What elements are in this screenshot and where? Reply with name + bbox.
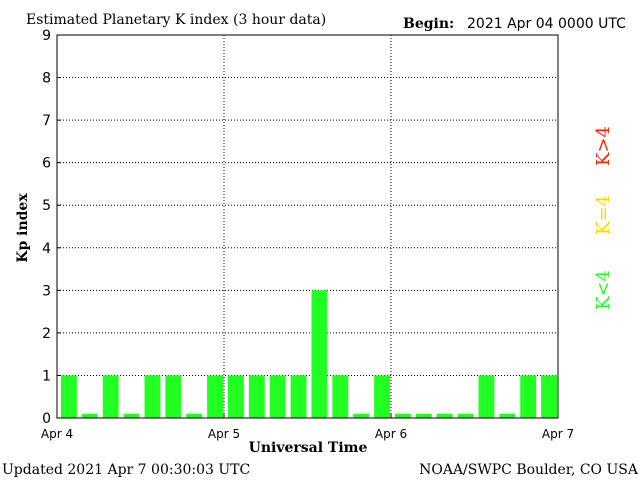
kp-bar (269, 375, 286, 418)
kp-bar (207, 375, 223, 418)
legend-low: K<4 (593, 270, 614, 310)
kp-bar (499, 413, 516, 418)
y-tick-label: 0 (42, 411, 51, 427)
kp-bar (165, 375, 182, 418)
begin-label: Begin: (403, 16, 454, 32)
y-tick-label: 1 (42, 368, 51, 384)
x-tick-label: Apr 4 (41, 427, 73, 441)
y-tick-label: 4 (42, 241, 51, 257)
kp-bar (61, 375, 77, 418)
begin-value: 2021 Apr 04 0000 UTC (467, 16, 626, 32)
kp-bar (374, 375, 390, 418)
kp-bar (541, 375, 557, 418)
kp-bar (478, 375, 495, 418)
kp-bar (395, 413, 411, 418)
kp-bar (186, 413, 203, 418)
y-axis-label: Kp index (15, 193, 31, 263)
kp-bar (248, 375, 265, 418)
chart-title: Estimated Planetary K index (3 hour data… (26, 12, 326, 28)
source-credit: NOAA/SWPC Boulder, CO USA (419, 462, 639, 478)
y-tick-label: 8 (42, 71, 51, 87)
y-tick-label: 3 (42, 283, 51, 299)
kp-bar (102, 375, 119, 418)
kp-bar (123, 413, 140, 418)
kp-bar (290, 375, 307, 418)
y-tick-label: 5 (42, 198, 51, 214)
x-tick-label: Apr 6 (375, 427, 407, 441)
kp-bar (311, 290, 328, 418)
kp-bar (415, 413, 432, 418)
y-tick-label: 7 (42, 113, 51, 129)
kp-bar (520, 375, 537, 418)
updated-timestamp: Updated 2021 Apr 7 00:30:03 UTC (2, 462, 250, 478)
y-tick-label: 9 (42, 28, 51, 44)
kp-bar (144, 375, 161, 418)
y-tick-label: 2 (42, 326, 51, 342)
legend-high: K>4 (593, 126, 614, 166)
plot-area: 0 1 2 3 4 5 6 7 8 9 Apr 4 Apr 5 Apr 6 Apr 7 (41, 28, 574, 441)
x-tick-label: Apr 7 (542, 427, 574, 441)
kp-bar (81, 413, 98, 418)
kp-bar (228, 375, 244, 418)
kp-bar (353, 413, 370, 418)
y-tick-label: 6 (42, 156, 51, 172)
kp-bar (436, 413, 453, 418)
kp-bar (332, 375, 349, 418)
legend-mid: K=4 (593, 195, 614, 235)
x-tick-label: Apr 5 (208, 427, 240, 441)
plot-frame (56, 34, 559, 419)
kp-bar (457, 413, 474, 418)
x-axis-label: Universal Time (249, 440, 368, 456)
